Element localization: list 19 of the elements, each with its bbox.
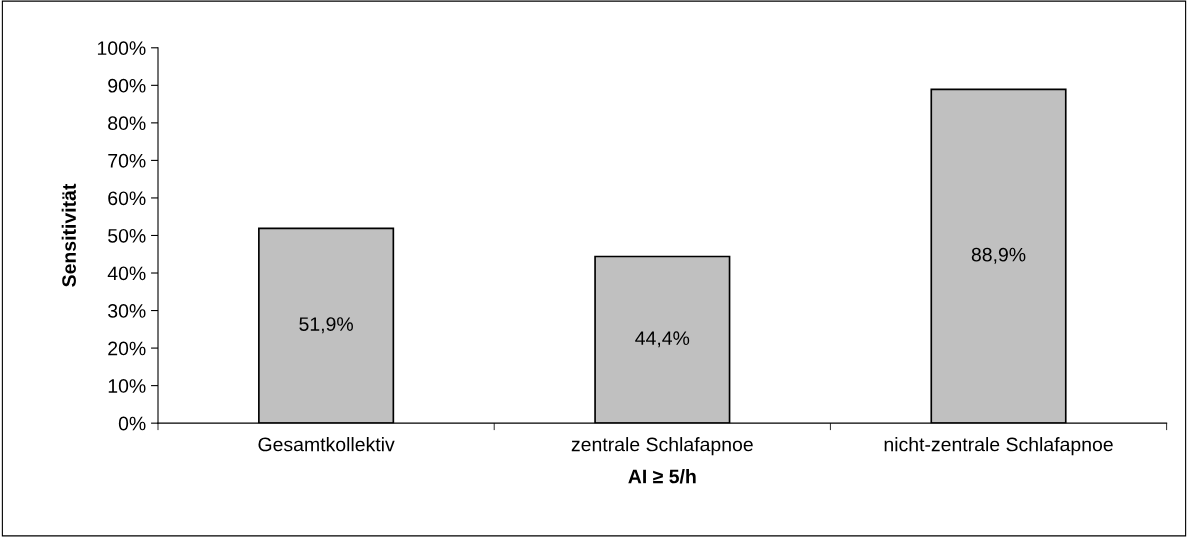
data-label: 88,9% (971, 247, 1026, 264)
y-tick-label: 10% (108, 379, 146, 393)
data-label: 51,9% (299, 317, 353, 334)
x-tick-label: nicht-zentrale Schlafapnoe (884, 437, 1113, 456)
y-tick-label: 60% (108, 191, 146, 206)
y-tick-label: 80% (108, 116, 146, 131)
y-tick-label: 20% (108, 341, 146, 356)
x-axis-title: AI ≥ 5/h (628, 469, 696, 484)
data-label: 44,4% (635, 331, 690, 348)
y-axis-title: Sensitivität (61, 183, 76, 287)
y-tick-label: 50% (108, 228, 146, 243)
y-tick-label: 70% (108, 153, 146, 168)
x-tick-label: Gesamtkollektiv (258, 437, 395, 452)
y-tick-label: 100% (97, 41, 146, 56)
y-tick-label: 90% (108, 78, 146, 93)
y-tick-label: 30% (108, 304, 146, 318)
x-tick-label: zentrale Schlafapnoe (571, 437, 753, 456)
y-tick-label: 0% (118, 416, 146, 431)
y-tick-label: 40% (107, 266, 146, 281)
